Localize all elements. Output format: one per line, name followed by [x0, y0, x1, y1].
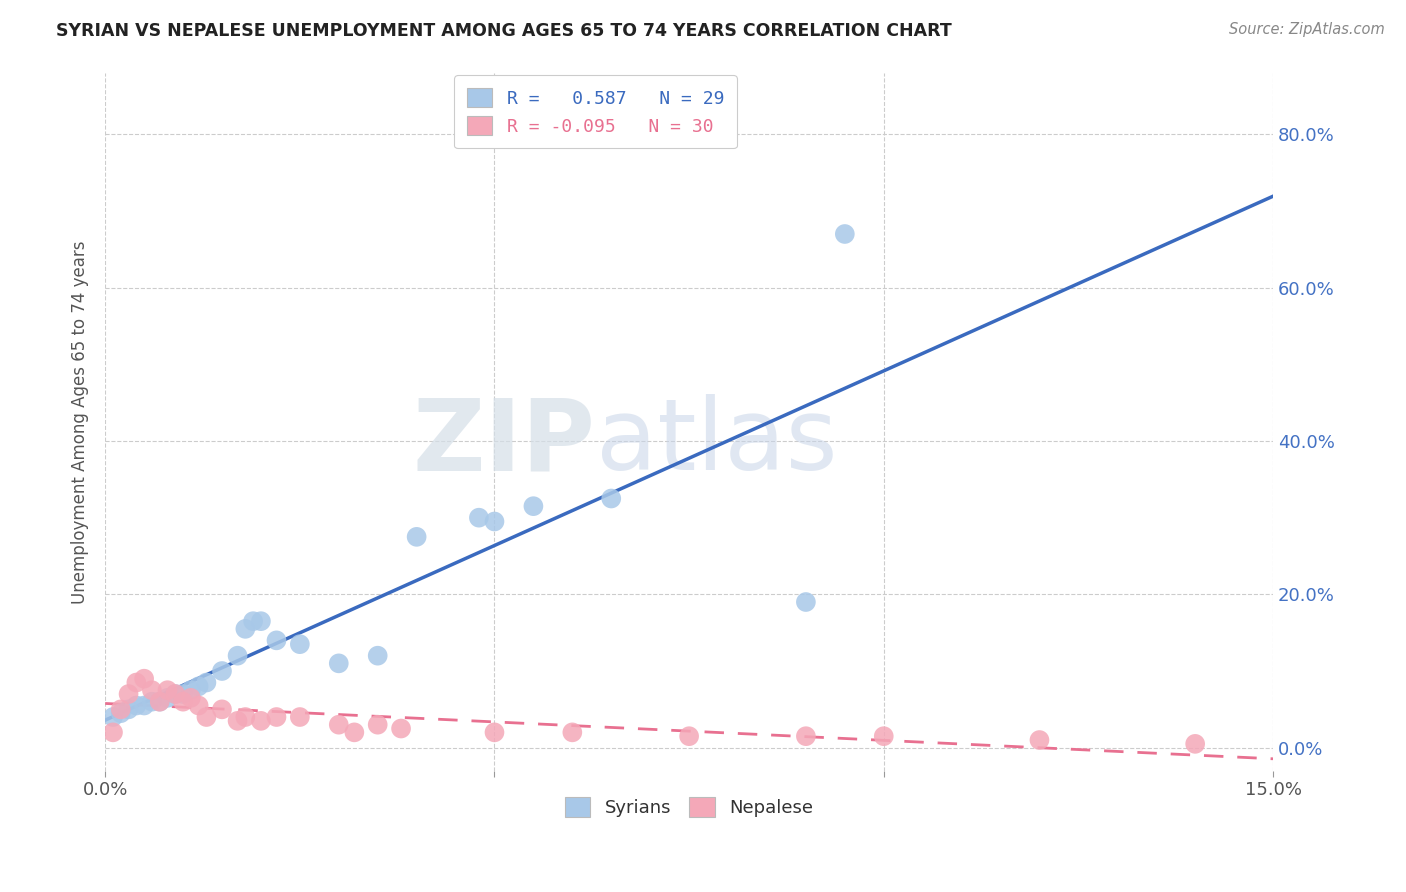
Text: ZIP: ZIP — [413, 394, 596, 491]
Point — [165, 687, 187, 701]
Point — [600, 491, 623, 506]
Point — [187, 679, 209, 693]
Point — [180, 690, 202, 705]
Point — [211, 664, 233, 678]
Point — [211, 702, 233, 716]
Point — [1028, 733, 1050, 747]
Text: SYRIAN VS NEPALESE UNEMPLOYMENT AMONG AGES 65 TO 74 YEARS CORRELATION CHART: SYRIAN VS NEPALESE UNEMPLOYMENT AMONG AG… — [56, 22, 952, 40]
Point — [195, 675, 218, 690]
Text: atlas: atlas — [596, 394, 838, 491]
Point — [172, 687, 194, 701]
Point — [328, 717, 350, 731]
Point — [156, 690, 179, 705]
Point — [484, 725, 506, 739]
Point — [266, 710, 288, 724]
Point — [250, 614, 273, 628]
Point — [794, 595, 817, 609]
Point — [250, 714, 273, 728]
Point — [134, 672, 156, 686]
Point — [134, 698, 156, 713]
Point — [266, 633, 288, 648]
Point — [117, 702, 139, 716]
Point — [165, 687, 187, 701]
Point — [180, 683, 202, 698]
Point — [187, 698, 209, 713]
Y-axis label: Unemployment Among Ages 65 to 74 years: Unemployment Among Ages 65 to 74 years — [72, 240, 89, 604]
Point — [125, 675, 148, 690]
Point — [226, 714, 249, 728]
Point — [873, 729, 896, 743]
Point — [226, 648, 249, 663]
Point — [242, 614, 264, 628]
Point — [678, 729, 700, 743]
Point — [1184, 737, 1206, 751]
Legend: Syrians, Nepalese: Syrians, Nepalese — [558, 790, 820, 824]
Point — [125, 698, 148, 713]
Point — [343, 725, 366, 739]
Point — [141, 683, 163, 698]
Point — [484, 515, 506, 529]
Point — [156, 683, 179, 698]
Point — [149, 695, 172, 709]
Point — [561, 725, 583, 739]
Text: Source: ZipAtlas.com: Source: ZipAtlas.com — [1229, 22, 1385, 37]
Point — [110, 706, 132, 721]
Point — [141, 695, 163, 709]
Point — [101, 710, 124, 724]
Point — [522, 499, 544, 513]
Point — [117, 687, 139, 701]
Point — [235, 710, 257, 724]
Point — [110, 702, 132, 716]
Point — [834, 227, 856, 241]
Point — [405, 530, 427, 544]
Point — [101, 725, 124, 739]
Point — [288, 637, 311, 651]
Point — [172, 695, 194, 709]
Point — [367, 648, 389, 663]
Point — [389, 722, 412, 736]
Point — [288, 710, 311, 724]
Point — [149, 695, 172, 709]
Point — [195, 710, 218, 724]
Point — [367, 717, 389, 731]
Point — [328, 657, 350, 671]
Point — [235, 622, 257, 636]
Point — [794, 729, 817, 743]
Point — [468, 510, 491, 524]
